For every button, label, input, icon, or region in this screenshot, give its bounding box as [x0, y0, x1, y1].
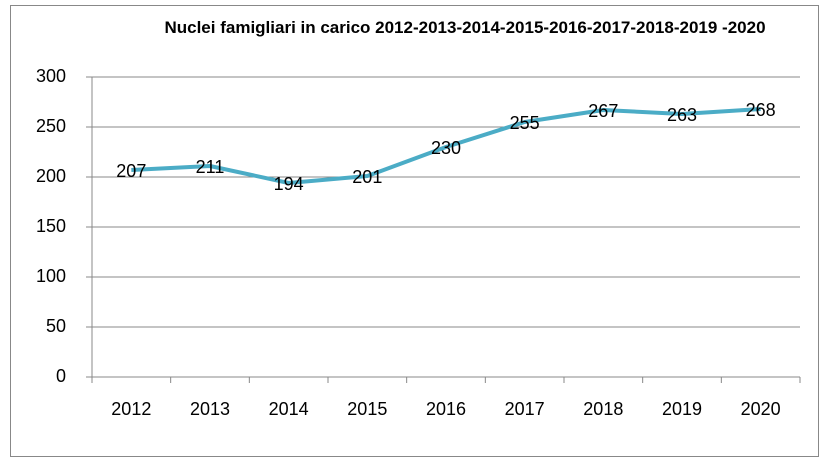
x-tick-label: 2015 — [347, 399, 387, 419]
data-label: 268 — [746, 100, 776, 120]
x-tick-label: 2014 — [269, 399, 309, 419]
y-tick-label: 300 — [36, 66, 66, 86]
data-label: 194 — [274, 174, 304, 194]
data-label: 263 — [667, 105, 697, 125]
y-tick-label: 100 — [36, 266, 66, 286]
data-label: 211 — [196, 157, 225, 177]
series-line — [131, 107, 761, 185]
x-tick-label: 2019 — [662, 399, 702, 419]
data-label: 230 — [431, 138, 461, 158]
x-tick-label: 2020 — [741, 399, 781, 419]
x-tick-label: 2016 — [426, 399, 466, 419]
y-tick-label: 0 — [56, 366, 66, 386]
data-label: 207 — [116, 161, 146, 181]
chart-border — [10, 5, 819, 457]
chart-title: Nuclei famigliari in carico 2012-2013-20… — [164, 18, 766, 37]
x-tick-label: 2012 — [111, 399, 151, 419]
data-label: 255 — [510, 113, 540, 133]
y-tick-label: 150 — [36, 216, 66, 236]
x-tick-label: 2013 — [190, 399, 230, 419]
y-tick-label: 250 — [36, 116, 66, 136]
x-tick-label: 2017 — [505, 399, 545, 419]
data-label: 201 — [352, 167, 382, 187]
y-tick-label: 200 — [36, 166, 66, 186]
x-tick-label: 2018 — [583, 399, 623, 419]
data-label: 267 — [588, 101, 618, 121]
y-tick-label: 50 — [46, 316, 66, 336]
